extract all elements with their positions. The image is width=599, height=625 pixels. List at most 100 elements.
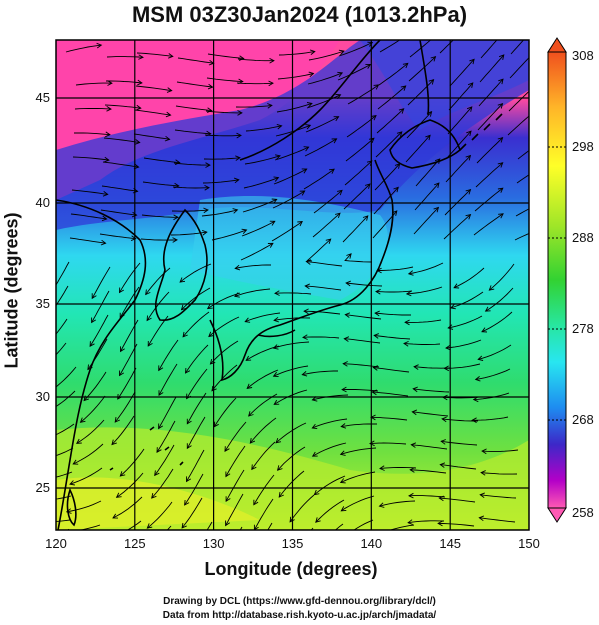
streamline-arrowhead <box>543 225 548 230</box>
streamline-arrowhead <box>303 146 310 152</box>
streamline-arrowhead <box>412 386 418 393</box>
streamline-arrowhead <box>465 188 472 195</box>
streamline-arrowhead <box>315 517 321 523</box>
streamline-arrowhead <box>345 280 351 287</box>
streamline-arrowhead <box>48 311 53 316</box>
streamline <box>225 469 245 502</box>
streamline <box>235 264 271 269</box>
streamline <box>376 108 405 134</box>
streamline <box>213 397 237 427</box>
streamline <box>176 81 213 88</box>
streamline-arrowhead <box>115 492 122 498</box>
streamline <box>445 339 482 349</box>
streamline-arrowhead <box>105 131 111 138</box>
streamline <box>278 51 315 56</box>
streamline <box>413 388 450 393</box>
streamline-arrowhead <box>325 238 332 244</box>
streamline <box>100 209 137 216</box>
streamline <box>408 262 444 275</box>
streamline <box>56 261 70 286</box>
streamline-arrowhead <box>235 155 241 161</box>
streamline <box>273 365 309 377</box>
streamline <box>146 291 170 321</box>
streamline-arrowhead <box>273 399 280 405</box>
streamline <box>184 473 204 506</box>
streamline <box>56 285 69 307</box>
streamline-arrowhead <box>158 423 164 430</box>
streamline <box>443 214 471 240</box>
y-tick-label: 45 <box>36 90 50 105</box>
streamline-arrowhead <box>211 385 217 392</box>
streamline-arrowhead <box>130 235 137 242</box>
streamline-arrowhead <box>342 361 348 367</box>
streamline-arrowhead <box>253 499 259 506</box>
streamline-arrowhead <box>205 162 211 168</box>
streamline-arrowhead <box>297 220 303 227</box>
streamline <box>158 363 178 396</box>
streamline-arrowhead <box>206 107 213 113</box>
streamline <box>119 448 145 477</box>
streamline-arrowhead <box>484 306 491 312</box>
streamline <box>373 187 399 215</box>
streamline <box>271 221 303 242</box>
streamline-arrowhead <box>530 27 535 32</box>
streamline-arrowhead <box>364 183 371 189</box>
streamline <box>56 495 72 500</box>
streamline <box>182 311 210 338</box>
streamline <box>275 422 307 444</box>
streamline-arrowhead <box>269 58 275 64</box>
streamline <box>449 58 475 87</box>
streamline <box>478 78 504 107</box>
streamline <box>304 310 341 315</box>
streamline-arrowhead <box>136 104 142 111</box>
streamline-arrowhead <box>41 364 46 369</box>
streamline-arrowhead <box>337 189 343 196</box>
streamline <box>305 285 342 291</box>
streamline-arrowhead <box>301 168 308 174</box>
streamline-arrowhead <box>137 79 143 86</box>
streamline-arrowhead <box>191 547 196 552</box>
streamline-arrowhead <box>304 283 310 290</box>
streamline <box>273 389 308 405</box>
streamline <box>73 443 104 465</box>
streamline-arrowhead <box>234 292 240 298</box>
streamline <box>272 190 305 209</box>
streamline-arrowhead <box>370 115 377 121</box>
streamline-arrowhead <box>72 459 79 465</box>
streamline-arrowhead <box>207 83 214 90</box>
streamline-arrowhead <box>465 154 472 161</box>
streamline <box>379 40 401 53</box>
streamline <box>224 421 247 452</box>
x-axis-label: Longitude (degrees) <box>204 559 378 579</box>
y-tick-label: 35 <box>36 296 50 311</box>
streamline <box>158 339 179 371</box>
streamline <box>245 125 282 132</box>
streamline <box>312 442 347 457</box>
streamline-arrowhead <box>311 451 318 457</box>
streamline-arrowhead <box>362 215 369 221</box>
streamline-arrowhead <box>331 138 338 144</box>
streamline <box>135 85 172 92</box>
streamline-arrowhead <box>119 370 125 377</box>
streamline <box>204 134 242 137</box>
streamline <box>186 449 205 482</box>
streamline-arrowhead <box>111 439 117 446</box>
streamline <box>251 441 276 470</box>
streamline-arrowhead <box>408 492 414 499</box>
streamline-arrowhead <box>434 182 440 189</box>
credit-data: Data from http://database.rish.kyoto-u.a… <box>162 610 437 621</box>
streamline-arrowhead <box>146 315 152 322</box>
streamline-arrowhead <box>273 176 280 182</box>
colorbar-tick-label: 288 <box>572 230 594 245</box>
streamline-arrowhead <box>34 519 39 524</box>
streamline <box>267 522 273 530</box>
streamline <box>375 312 411 316</box>
streamline-arrowhead <box>443 365 450 372</box>
streamline-arrowhead <box>249 438 256 444</box>
streamline <box>444 189 471 216</box>
streamline <box>447 106 473 135</box>
streamline <box>156 420 176 453</box>
streamline <box>186 416 206 449</box>
x-tick-labels: 120 125 130 135 140 145 150 <box>45 536 540 551</box>
streamline <box>414 182 440 211</box>
